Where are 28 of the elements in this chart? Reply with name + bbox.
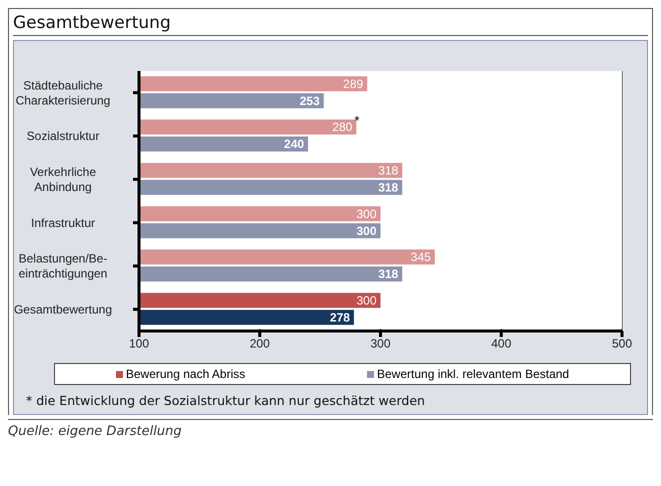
- y-tick-label: Belastungen/Be-einträchtigungen: [18, 252, 108, 281]
- y-tick-label: Verkehrliche Anbindung: [30, 165, 96, 194]
- data-label: 300: [356, 224, 377, 238]
- x-tick-label: 300: [370, 336, 391, 351]
- data-label: 345: [410, 250, 432, 264]
- x-tick-label: 400: [491, 336, 512, 351]
- data-label: 318: [378, 180, 399, 195]
- data-label: 278: [330, 310, 350, 325]
- y-tick-label: Infrastruktur: [30, 216, 96, 230]
- legend-label: Bewertung inkl. relevantem Bestand: [376, 367, 570, 381]
- x-tick-label: 100: [128, 336, 150, 351]
- data-label: 289: [343, 76, 364, 91]
- annotation: *: [354, 113, 360, 128]
- x-tick-label: 200: [250, 336, 270, 351]
- y-tick-label: Städtebauliche Charakterisierung: [16, 78, 110, 108]
- data-label: 318: [378, 164, 399, 178]
- source-note: Quelle: eigene Darstellung: [8, 424, 183, 439]
- y-tick-label: Sozialstruktur: [26, 129, 100, 144]
- x-tick-label: 500: [612, 336, 632, 351]
- data-label: 280: [332, 120, 353, 134]
- data-label: 300: [356, 206, 377, 221]
- data-label: 240: [284, 137, 304, 152]
- text: * die Entwicklung der Sozialstruktur kann nur geschätzt werden: [26, 393, 426, 408]
- data-label: 253: [300, 94, 320, 108]
- data-label: 300: [356, 294, 377, 308]
- y-tick-label: Gesamtbewertung: [14, 302, 112, 317]
- legend-label: Bewerung nach Abriss: [124, 367, 246, 381]
- data-label: 318: [378, 267, 399, 282]
